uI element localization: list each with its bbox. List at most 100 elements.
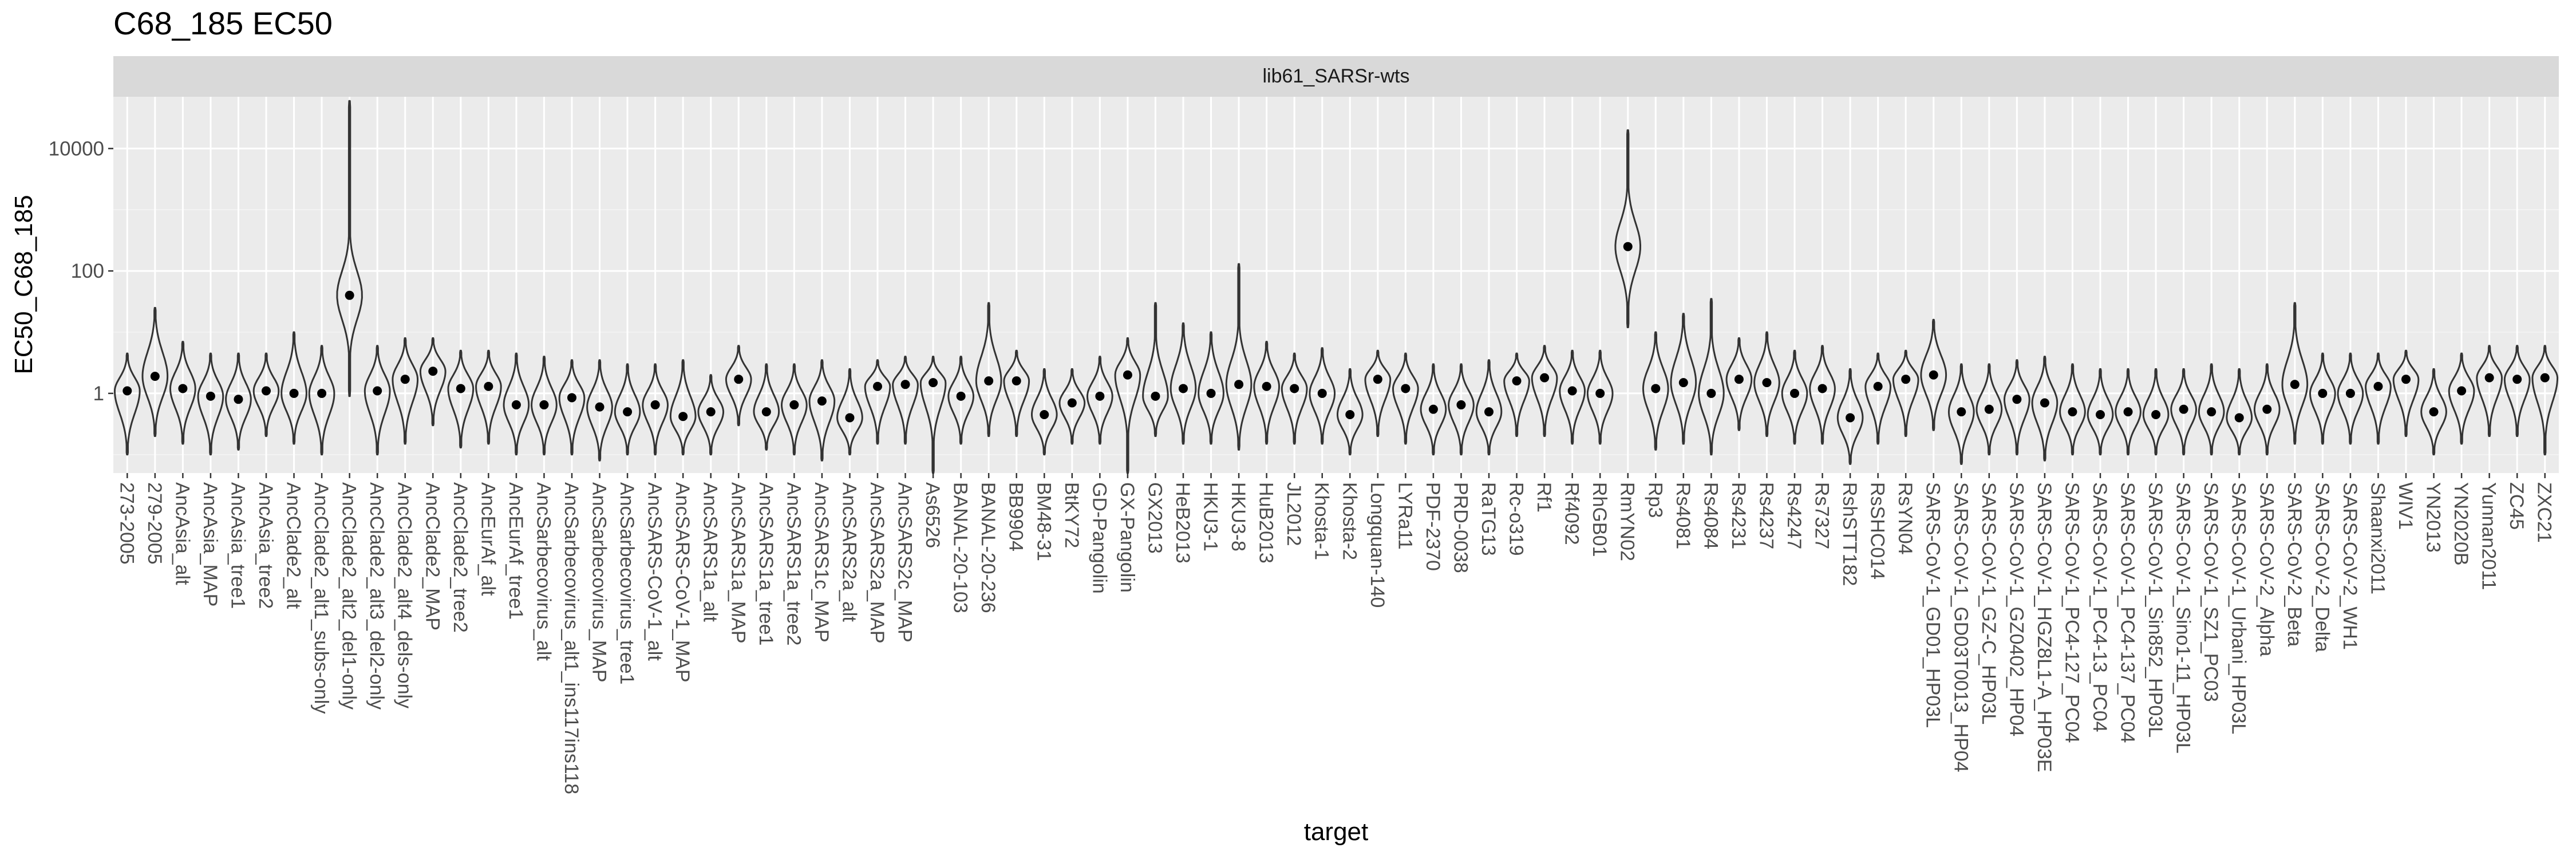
x-tick-label: ZC45 [2506,482,2527,530]
violin-279-2005 [141,307,169,438]
median-point-Rf4092 [1567,386,1577,396]
violin-AncSARS-CoV-1_MAP [669,359,697,456]
x-tick-label: AncSARS2a_MAP [866,482,888,644]
median-point-SARS-CoV-1_GD03T0013_HP04 [1957,407,1966,417]
x-tick-label: RmYN02 [1617,482,1638,561]
median-point-Rc-o319 [1512,376,1522,386]
median-point-RaTG13 [1484,407,1494,417]
x-tick-label: AncAsia_alt [171,482,193,585]
x-tick-label: AncAsia_tree1 [227,482,249,609]
violin-Yunnan2011 [2476,345,2503,438]
x-tick-label: Rs4247 [1783,482,1805,549]
y-axis-title: EC50_C68_185 [10,195,38,374]
x-tick-label: GX-Pangolin [1116,482,1138,593]
x-tick-label: HKU3-1 [1200,482,1222,551]
x-tick-label: AncSARS1a_tree2 [783,482,804,645]
median-point-AncSARS1a_tree2 [789,400,799,409]
violin-Rs4247 [1781,349,1808,445]
violin-SARS-CoV-2_Alpha [2253,363,2281,456]
x-tick-label: AncEurAf_alt [477,482,499,596]
median-point-279-2005 [150,372,160,381]
x-tick-label: AncSARS-CoV-1_alt [644,482,666,661]
x-tick-label: Rs4081 [1672,482,1694,549]
grid-lines [113,97,2559,473]
violin-GD-Pangolin [1086,356,1113,445]
x-tick-label: AncSARS2c_MAP [894,482,916,643]
median-point-AncAsia_tree1 [234,395,243,404]
x-tick-label: AncSARS-CoV-1_MAP [671,482,693,683]
violin-PRD-0038 [1448,363,1475,456]
violin-SARS-CoV-1_PC4-13_PC04 [2087,368,2114,456]
violin-AncAsia_tree2 [252,352,280,438]
violin-Longquan-140 [1364,349,1392,438]
x-tick-label: Rs7327 [1811,482,1833,549]
median-point-Rs4237 [1762,378,1772,388]
violin-SARS-CoV-2_Delta [2309,352,2336,445]
violin-BANAL-20-236 [975,302,1002,438]
x-tick-label: BANAL-20-103 [950,482,971,613]
median-point-AncEurAf_tree1 [511,400,521,409]
x-tick-label: AncSarbecovirus_alt [533,482,555,661]
x-tick-label: SARS-CoV-1_Sino1-11_HP03L [2172,482,2194,754]
violin-AncSarbecovirus_alt1_ins117ins118 [558,359,586,456]
violin-SARS-CoV-2_WH1 [2337,352,2364,445]
violin-Rs7327 [1809,345,1836,445]
violin-Rf4092 [1559,349,1586,445]
median-point-AncSARS2a_alt [845,413,855,423]
median-point-Rs4084 [1706,388,1716,398]
violin-GX2013 [1142,302,1169,438]
x-tick-label: SARS-CoV-1_PC4-13_PC04 [2089,482,2111,732]
violin-HuB2013 [1253,341,1280,445]
median-point-GX-Pangolin [1123,370,1132,380]
median-point-AncSARS-CoV-1_alt [650,400,660,409]
violin-AncAsia_MAP [197,352,224,456]
median-point-BANAL-20-236 [984,376,994,386]
violin-AncEurAf_alt [475,349,502,445]
median-point-LYRa11 [1401,384,1411,393]
x-tick-label: AncClade2_alt3_del2-only [366,482,388,710]
violin-Rs4081 [1670,313,1697,445]
y-tick-label: 1 [93,383,104,405]
violin-SARS-CoV-1_PC4-137_PC04 [2115,368,2142,456]
x-tick-label: Rp3 [1644,482,1666,518]
x-tick-label: AncSARS1a_MAP [727,482,749,644]
x-tick-label: SARS-CoV-1_HGZ8L1-A_HP03E [2033,482,2055,772]
median-point-SARS-CoV-2_Delta [2318,388,2328,398]
x-tick-label: AncEurAf_tree1 [505,482,527,620]
violin-AncClade2_alt1_subs-only [308,345,335,456]
x-tick-label: AncClade2_alt1_subs-only [310,482,332,714]
median-point-HKU3-1 [1206,388,1216,398]
median-point-AncSARS1a_alt [706,407,716,417]
facet-strip-label: lib61_SARSr-wts [1263,65,1410,87]
violin-AncEurAf_tree1 [503,352,530,456]
median-point-As6526 [929,378,938,388]
violin-HeB2013 [1170,322,1197,445]
median-point-RhGB01 [1595,388,1605,398]
median-point-Rf1 [1540,373,1550,383]
violin-RmYN02 [1614,129,1641,329]
x-tick-label: SARS-CoV-2_Beta [2283,482,2305,647]
median-point-RshSTT182 [1846,413,1855,423]
x-tick-label: As6526 [922,482,943,548]
violin-AncAsia_alt [169,341,196,445]
median-point-Khosta-1 [1317,388,1327,398]
x-tick-label: AncSARS1c_MAP [811,482,832,643]
median-point-AncSarbecovirus_MAP [595,402,605,412]
median-point-RsYN04 [1901,375,1911,384]
median-point-SARS-CoV-1_GZ-C_HP03L [1984,404,1994,414]
plot-panel [113,97,2559,473]
x-tick-label: LYRa11 [1394,482,1416,550]
median-point-RmYN02 [1623,242,1633,251]
median-point-Rp3 [1651,384,1661,393]
median-point-AncClade2_alt1_subs-only [317,388,327,398]
x-tick-label: Yunnan2011 [2478,482,2500,590]
median-point-SARS-CoV-1_GZ0402_HP04 [2012,395,2022,404]
x-tick-label: BtKY72 [1061,482,1082,548]
x-tick-label: GX2013 [1144,482,1166,554]
x-tick-label: SARS-CoV-1_PC4-137_PC04 [2117,482,2139,743]
violin-Rc-o319 [1503,352,1530,438]
x-tick-label: GD-Pangolin [1088,482,1110,594]
median-point-AncSarbecovirus_tree1 [623,407,633,417]
median-point-SARS-CoV-1_PC4-13_PC04 [2096,409,2105,419]
violin-BB9904 [1003,349,1030,438]
